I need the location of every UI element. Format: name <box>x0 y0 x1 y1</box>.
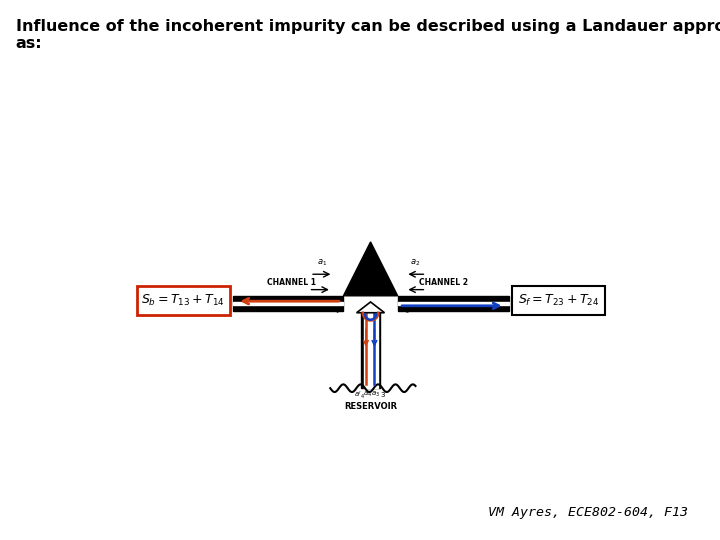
Text: RESERVOIR: RESERVOIR <box>344 402 397 411</box>
Text: $o_2$: $o_2$ <box>401 307 410 316</box>
Bar <box>361 311 380 388</box>
Bar <box>233 296 343 311</box>
Bar <box>397 302 508 305</box>
Bar <box>513 286 606 315</box>
Text: $a_2$: $a_2$ <box>410 258 420 268</box>
Text: $S_f = T_{23} + T_{24}$: $S_f = T_{23} + T_{24}$ <box>518 293 600 308</box>
Text: $o_1$: $o_1$ <box>331 307 341 316</box>
Bar <box>233 302 343 305</box>
Text: Influence of the incoherent impurity can be described using a Landauer approach
: Influence of the incoherent impurity can… <box>16 19 720 51</box>
Text: $a_1$: $a_1$ <box>317 258 327 268</box>
Text: CHANNEL 1: CHANNEL 1 <box>267 278 316 287</box>
Polygon shape <box>356 302 384 313</box>
Polygon shape <box>343 242 397 296</box>
Text: $3$: $3$ <box>380 390 386 399</box>
Text: $a_4$: $a_4$ <box>363 390 372 399</box>
Text: CHANNEL 2: CHANNEL 2 <box>418 278 467 287</box>
Bar <box>137 286 230 315</box>
Text: $a'_4$: $a'_4$ <box>354 390 365 401</box>
Bar <box>364 311 377 388</box>
Text: $a_3$: $a_3$ <box>371 390 379 399</box>
Bar <box>397 296 508 311</box>
Text: $S_b = T_{13} + T_{14}$: $S_b = T_{13} + T_{14}$ <box>141 293 225 308</box>
Text: VM Ayres, ECE802-604, F13: VM Ayres, ECE802-604, F13 <box>487 507 688 519</box>
